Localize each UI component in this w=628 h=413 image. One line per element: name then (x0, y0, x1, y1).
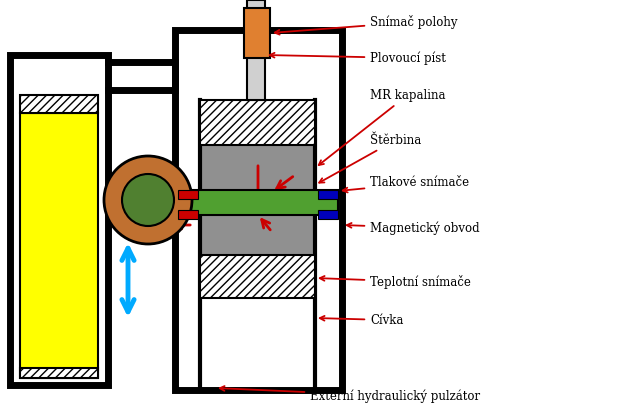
Circle shape (122, 174, 174, 226)
Bar (178, 190, 198, 199)
Bar (200, 255, 315, 298)
Text: Tlakové snímače: Tlakové snímače (343, 176, 469, 192)
Bar (247, 0, 265, 100)
Circle shape (104, 156, 192, 244)
Text: Externí hydraulický pulzátor: Externí hydraulický pulzátor (220, 386, 480, 403)
Bar (200, 145, 315, 255)
Bar (20, 368, 98, 378)
Text: Magnetický obvod: Magnetický obvod (347, 221, 480, 235)
Bar (200, 100, 315, 145)
Text: Teplotní snímače: Teplotní snímače (320, 275, 471, 289)
Text: Štěrbina: Štěrbina (319, 133, 421, 183)
Text: Cívka: Cívka (320, 313, 403, 327)
Bar (244, 8, 270, 58)
Text: MR kapalina: MR kapalina (319, 88, 445, 165)
Bar (318, 190, 338, 199)
Text: Plovoucí píst: Plovoucí píst (270, 51, 446, 65)
Bar (318, 210, 338, 219)
Bar (163, 190, 338, 215)
Text: Snímač polohy: Snímač polohy (275, 15, 458, 35)
Bar (20, 113, 98, 378)
Bar (20, 95, 98, 113)
Bar (178, 210, 198, 219)
